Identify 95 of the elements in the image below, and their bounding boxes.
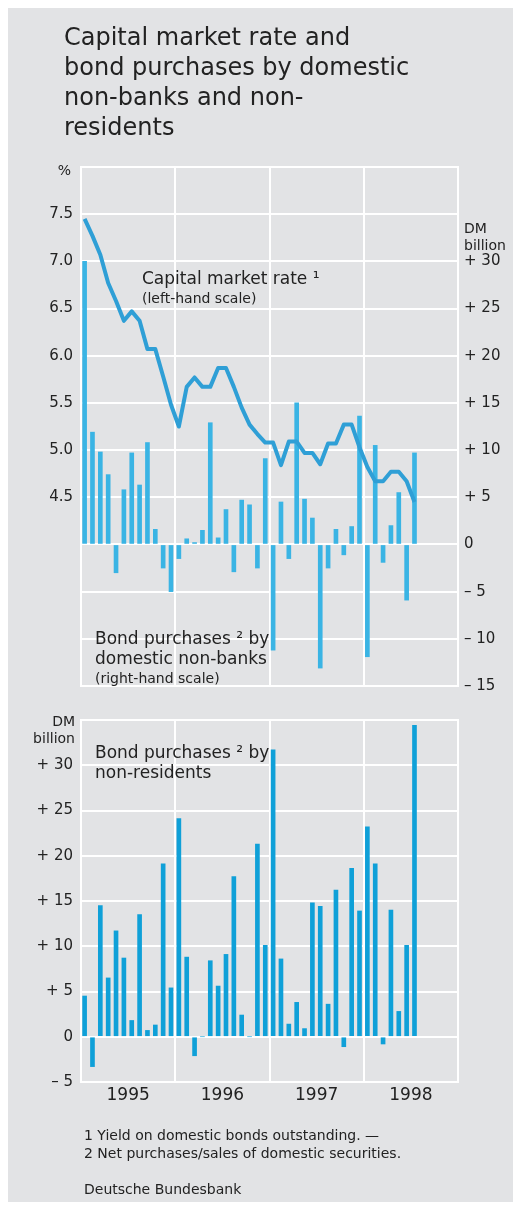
y2-tick-label: + 5 xyxy=(464,487,491,506)
y-tick-label: + 15 xyxy=(36,890,73,909)
text: 1 Yield on domestic bonds outstanding. — xyxy=(84,1126,381,1144)
bar xyxy=(349,526,354,544)
bar xyxy=(129,452,135,544)
y-tick-label: 7.5 xyxy=(49,204,73,223)
bar xyxy=(152,529,158,544)
bar xyxy=(396,1011,402,1037)
bar xyxy=(317,906,323,1037)
bar xyxy=(262,458,268,544)
y-tick-label: + 20 xyxy=(36,845,73,864)
bar xyxy=(137,914,142,1037)
series-label: Bond purchases ² by non-residents xyxy=(95,742,271,782)
y-tick-label: + 30 xyxy=(36,755,73,774)
bar xyxy=(192,1037,197,1057)
y-tick-label: 4.5 xyxy=(49,487,73,506)
bar xyxy=(365,826,370,1037)
y2-tick-label: – 10 xyxy=(464,628,496,647)
text: Deutsche Bundesbank xyxy=(84,1180,243,1198)
x-tick-label: 1997 xyxy=(294,1083,339,1104)
bar xyxy=(137,484,142,544)
bar xyxy=(105,977,111,1037)
y2-tick-label: + 20 xyxy=(464,345,501,364)
series-label: Bond purchases ² by domestic non-banks xyxy=(95,628,271,668)
bar xyxy=(97,451,103,544)
y2-tick-label: 0 xyxy=(464,534,474,553)
bar xyxy=(349,868,354,1037)
bar xyxy=(357,415,362,544)
bar xyxy=(255,545,260,569)
bar xyxy=(341,1037,347,1048)
y2-tick-label: – 15 xyxy=(464,675,496,694)
y2-tick-label: + 30 xyxy=(464,251,501,270)
bar xyxy=(302,1028,307,1037)
bar xyxy=(317,545,323,669)
bar xyxy=(412,725,417,1037)
y-axis-title: % xyxy=(57,162,71,178)
bar xyxy=(310,902,315,1037)
bar xyxy=(184,538,190,544)
y-tick-label: + 25 xyxy=(36,800,73,819)
bar xyxy=(105,474,111,544)
y-tick-label: + 10 xyxy=(36,936,73,955)
bar xyxy=(184,956,190,1037)
bar xyxy=(90,431,95,544)
bar xyxy=(207,960,213,1037)
bar xyxy=(239,1014,245,1037)
bar xyxy=(396,492,402,544)
y2-tick-label: + 15 xyxy=(464,392,501,411)
y-tick-label: 6.5 xyxy=(49,298,73,317)
bar xyxy=(404,545,409,601)
annotation: (left-hand scale) xyxy=(142,289,258,308)
bar xyxy=(412,452,417,544)
bar xyxy=(372,863,378,1037)
bar xyxy=(207,422,213,544)
y2-axis-title: DM billion xyxy=(464,220,506,253)
bar xyxy=(247,504,252,544)
bar xyxy=(239,499,245,544)
bar xyxy=(82,995,87,1037)
bar xyxy=(200,529,205,544)
y2-tick-label: – 5 xyxy=(464,581,486,600)
bar xyxy=(310,517,315,544)
bar xyxy=(145,442,150,544)
y-tick-label: 7.0 xyxy=(49,251,73,270)
series-label: Capital market rate ¹ xyxy=(142,268,321,288)
bar xyxy=(365,545,370,658)
bar xyxy=(294,402,300,544)
bar xyxy=(294,1002,300,1037)
bar xyxy=(341,545,347,556)
bar xyxy=(286,545,292,559)
bar xyxy=(357,910,362,1037)
y-tick-label: 5.0 xyxy=(49,439,73,458)
x-tick-label: 1998 xyxy=(389,1083,433,1104)
x-tick-label: 1996 xyxy=(200,1083,245,1104)
y-tick-label: 6.0 xyxy=(49,345,73,364)
y-tick-label: – 5 xyxy=(51,1071,73,1090)
bar xyxy=(302,498,307,544)
bar xyxy=(145,1030,150,1037)
annotation: (right-hand scale) xyxy=(95,669,221,688)
y2-tick-label: + 10 xyxy=(464,439,501,458)
bar xyxy=(255,843,260,1037)
bar xyxy=(372,445,378,544)
text: 2 Net purchases/sales of domestic securities. xyxy=(84,1144,402,1162)
y2-tick-label: + 25 xyxy=(464,298,501,317)
bar xyxy=(152,1024,158,1037)
bar xyxy=(97,905,103,1037)
bar xyxy=(262,945,268,1037)
bar xyxy=(90,1037,95,1067)
x-tick-label: 1995 xyxy=(106,1083,150,1104)
bar xyxy=(404,945,409,1037)
chart-title: Capital market rate and bond purchases by domestic non-banks and non-residents xyxy=(64,22,411,142)
y-tick-label: 5.5 xyxy=(49,392,73,411)
bar xyxy=(286,1023,292,1037)
y-tick-label: + 5 xyxy=(46,981,73,1000)
y-axis-title: DM billion xyxy=(33,713,75,746)
bar xyxy=(129,1020,135,1037)
y-tick-label: 0 xyxy=(63,1026,73,1045)
